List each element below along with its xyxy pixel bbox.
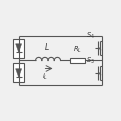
Bar xyxy=(13,39,24,57)
Text: $i_L$: $i_L$ xyxy=(42,72,49,82)
Polygon shape xyxy=(16,69,22,77)
Text: $R_L$: $R_L$ xyxy=(73,44,82,55)
Bar xyxy=(70,58,85,63)
Text: $L$: $L$ xyxy=(44,41,50,52)
Bar xyxy=(13,64,24,82)
Text: $S_4$: $S_4$ xyxy=(86,30,95,41)
Text: $S_3$: $S_3$ xyxy=(86,55,95,66)
Polygon shape xyxy=(16,44,22,52)
